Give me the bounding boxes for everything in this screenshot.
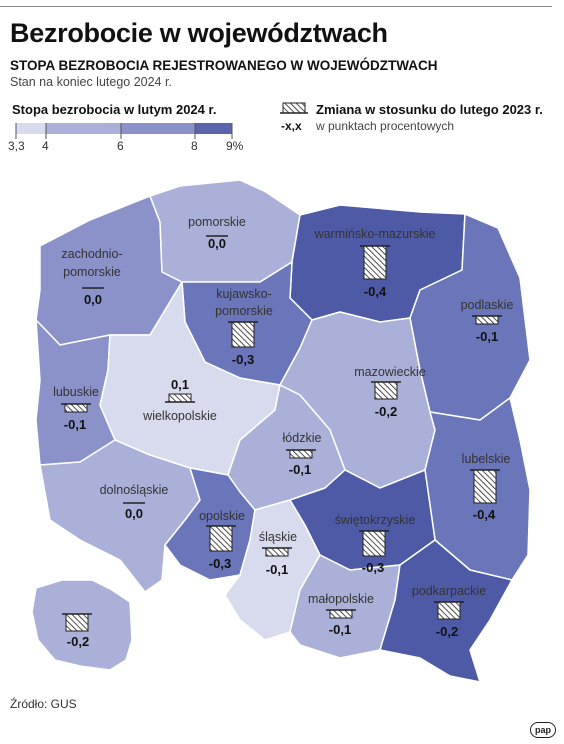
value-pomorskie: 0,0 <box>208 236 226 251</box>
label-wielkopolskie: wielkopolskie <box>142 409 217 423</box>
region-malopolskie <box>289 554 401 659</box>
value-warminsko-mazurskie: -0,4 <box>364 284 387 299</box>
bar-malopolskie <box>329 609 353 619</box>
label-slaskie: śląskie <box>259 530 297 544</box>
scale-segment-4 <box>195 123 232 134</box>
value-lubelskie: -0,4 <box>473 507 496 522</box>
value-lodzkie: -0,1 <box>289 462 311 477</box>
value-lubuskie: -0,1 <box>64 417 86 432</box>
page-title: Bezrobocie w województwach <box>10 18 388 48</box>
bar-mazowieckie <box>374 381 398 400</box>
value-opolskie: -0,3 <box>209 556 231 571</box>
legend-title: Stopa bezrobocia w lutym 2024 r. <box>12 102 217 117</box>
bar-lodzkie <box>289 449 313 459</box>
label-swietokrzyskie: świętokrzyskie <box>335 513 416 527</box>
label-lubuskie: lubuskie <box>53 385 99 399</box>
pap-logo: pap <box>530 722 556 738</box>
value-mazowieckie: -0,2 <box>375 404 397 419</box>
top-rule <box>0 6 552 7</box>
label-mazowieckie: mazowieckie <box>354 365 426 379</box>
scale-segment-3 <box>121 123 195 134</box>
value-podkarpackie: -0,2 <box>436 624 458 639</box>
bar-podlaskie <box>475 315 499 325</box>
value-wielkopolskie: 0,1 <box>171 377 189 392</box>
region-opolskie <box>164 467 256 581</box>
label-pomorskie: pomorskie <box>188 215 246 229</box>
region-dolnoslaskie <box>39 439 201 593</box>
value-polska: -0,2 <box>67 634 89 649</box>
bar-slaskie <box>265 547 289 557</box>
date-note: Stan na koniec lutego 2024 r. <box>10 75 172 89</box>
label-lubelskie: lubelskie <box>462 452 511 466</box>
label-kujawsko-pomorskie-1: kujawsko- <box>216 287 272 301</box>
label-zachodniopomorskie-2: pomorskie <box>63 265 121 279</box>
label-podlaskie: podlaskie <box>461 298 514 312</box>
bar-lubelskie <box>473 469 497 504</box>
change-legend-sample: -x,x <box>281 119 302 133</box>
bar-kujawsko-pomorskie <box>231 321 255 348</box>
change-legend-title: Zmiana w stosunku do lutego 2023 r. <box>316 102 543 117</box>
value-slaskie: -0,1 <box>266 562 288 577</box>
label-dolnoslaskie: dolnośląskie <box>100 483 169 497</box>
label-lodzkie: łódzkie <box>283 431 322 445</box>
map-subtitle: STOPA BEZROBOCIA REJESTROWANEGO W WOJEWÓ… <box>10 58 438 73</box>
label-warminsko-mazurskie: warmińsko-mazurskie <box>314 227 436 241</box>
tick-label-5: 9% <box>226 139 244 153</box>
region-pomorskie <box>149 179 301 283</box>
source-note: Źródło: GUS <box>10 697 77 711</box>
bar-swietokrzyskie <box>362 530 386 557</box>
bar-lubuskie <box>64 403 88 413</box>
value-zachodniopomorskie: 0,0 <box>84 292 102 307</box>
tick-label-1: 3,3 <box>8 139 25 153</box>
tick-label-2: 4 <box>42 139 49 153</box>
change-legend-description: w punktach procentowych <box>316 119 455 133</box>
value-dolnoslaskie: 0,0 <box>125 506 143 521</box>
value-malopolskie: -0,1 <box>329 622 351 637</box>
label-podkarpackie: podkarpackie <box>412 584 486 598</box>
value-podlaskie: -0,1 <box>476 329 498 344</box>
label-malopolskie: małopolskie <box>308 592 374 606</box>
bar-wielkopolskie <box>168 393 192 403</box>
bar-opolskie <box>209 525 233 552</box>
label-opolskie: opolskie <box>199 509 245 523</box>
tick-label-3: 6 <box>117 139 124 153</box>
tick-label-4: 8 <box>191 139 198 153</box>
value-kujawsko-pomorskie: -0,3 <box>232 352 254 367</box>
value-swietokrzyskie: -0,3 <box>362 560 384 575</box>
bar-polska <box>65 613 89 632</box>
bar-warminsko-mazurskie <box>363 245 387 280</box>
label-zachodniopomorskie-1: zachodnio- <box>61 247 122 261</box>
scale-segment-2 <box>46 123 121 134</box>
color-scale <box>15 102 308 139</box>
bar-podkarpackie <box>437 601 461 620</box>
label-kujawsko-pomorskie-2: pomorskie <box>215 304 273 318</box>
scale-segment-1 <box>16 123 46 134</box>
